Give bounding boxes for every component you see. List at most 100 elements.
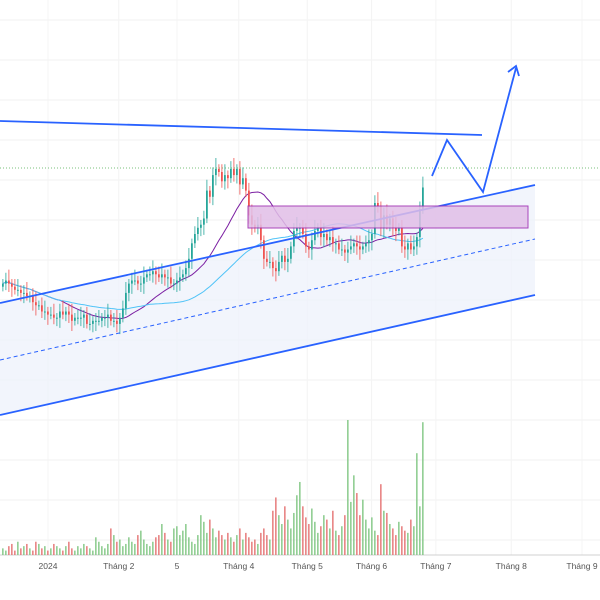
candle-body bbox=[353, 243, 355, 247]
volume-bar bbox=[416, 453, 418, 555]
volume-bar bbox=[77, 546, 79, 555]
candle-body bbox=[65, 311, 67, 315]
candle-body bbox=[308, 246, 310, 250]
volume-bar bbox=[260, 532, 262, 555]
candle-body bbox=[338, 243, 340, 250]
candle-body bbox=[128, 283, 130, 293]
candle-body bbox=[104, 317, 106, 319]
candle-body bbox=[314, 230, 316, 241]
volume-bar bbox=[311, 508, 313, 555]
channel-upper-line bbox=[0, 184, 536, 304]
candle-body bbox=[242, 178, 244, 185]
volume-bar bbox=[305, 517, 307, 555]
channel-lower-line bbox=[0, 294, 536, 416]
volume-bar bbox=[338, 535, 340, 555]
x-tick-label: 5 bbox=[175, 561, 180, 571]
volume-bar bbox=[101, 546, 103, 555]
candle-body bbox=[281, 255, 283, 262]
volume-bar bbox=[32, 550, 34, 555]
candle-body bbox=[404, 246, 406, 250]
volume-bar bbox=[62, 550, 64, 555]
candle-body bbox=[263, 240, 265, 259]
volume-bar bbox=[365, 519, 367, 555]
candle-body bbox=[17, 289, 19, 291]
volume-bar bbox=[236, 535, 238, 555]
candle-body bbox=[269, 261, 271, 263]
candle-body bbox=[158, 274, 160, 278]
candle-body bbox=[332, 237, 334, 244]
candle-body bbox=[188, 258, 190, 269]
volume-bar bbox=[395, 535, 397, 555]
volume-bar bbox=[221, 535, 223, 555]
candle-body bbox=[248, 190, 250, 216]
candle-body bbox=[62, 311, 64, 315]
volume-bar bbox=[248, 537, 250, 555]
volume-bar bbox=[335, 530, 337, 555]
volume-bar bbox=[329, 528, 331, 555]
volume-bar bbox=[176, 526, 178, 555]
volume-bar bbox=[353, 475, 355, 555]
candle-body bbox=[410, 243, 412, 250]
volume-bar bbox=[59, 548, 61, 555]
candle-body bbox=[413, 246, 415, 250]
candle-body bbox=[203, 218, 205, 225]
volume-bar bbox=[53, 543, 55, 555]
candle-body bbox=[173, 283, 175, 285]
volume-bar bbox=[92, 550, 94, 555]
candle-body bbox=[137, 280, 139, 284]
volume-bar bbox=[413, 526, 415, 555]
volume-bar bbox=[209, 519, 211, 555]
candle-body bbox=[41, 305, 43, 312]
volume-bar bbox=[350, 501, 352, 555]
volume-bar bbox=[107, 543, 109, 555]
volume-bar bbox=[128, 537, 130, 555]
volume-bar bbox=[134, 543, 136, 555]
candle-body bbox=[395, 227, 397, 231]
channel-mid-line bbox=[0, 238, 536, 361]
candle-body bbox=[191, 243, 193, 259]
volume-bar bbox=[320, 526, 322, 555]
volume-bar bbox=[197, 535, 199, 555]
volume-bar bbox=[392, 528, 394, 555]
volume-bar bbox=[110, 528, 112, 555]
candle-body bbox=[107, 314, 109, 318]
volume-bar bbox=[386, 512, 388, 555]
candle-body bbox=[98, 320, 100, 322]
candle-body bbox=[20, 289, 22, 293]
candle-body bbox=[326, 234, 328, 241]
volume-bar bbox=[47, 550, 49, 555]
candle-body bbox=[209, 190, 211, 197]
candle-body bbox=[86, 314, 88, 324]
candle-body bbox=[8, 280, 10, 284]
candle-body bbox=[95, 320, 97, 322]
volume-bar bbox=[149, 546, 151, 555]
volume-bar bbox=[140, 530, 142, 555]
candle-body bbox=[197, 227, 199, 234]
candle-body bbox=[218, 168, 220, 172]
candle-body bbox=[356, 243, 358, 247]
candle-body bbox=[143, 277, 145, 284]
volume-bar bbox=[287, 519, 289, 555]
candle-body bbox=[140, 283, 142, 285]
candle-body bbox=[161, 274, 163, 278]
x-tick-label: Tháng 7 bbox=[420, 561, 451, 571]
volume-bar bbox=[293, 512, 295, 555]
candle-body bbox=[74, 317, 76, 321]
volume-bar bbox=[119, 539, 121, 555]
volume-bar bbox=[179, 535, 181, 555]
volume-bar bbox=[104, 548, 106, 555]
volume-bar bbox=[17, 541, 19, 555]
x-tick-label: Tháng 4 bbox=[223, 561, 254, 571]
volume-bar bbox=[29, 548, 31, 555]
supply-zone bbox=[247, 205, 529, 229]
volume-bar bbox=[14, 550, 16, 555]
candle-body bbox=[56, 317, 58, 319]
volume-bar bbox=[341, 526, 343, 555]
ma-short-line bbox=[2, 191, 424, 320]
candle-body bbox=[215, 168, 217, 176]
volume-bar bbox=[299, 481, 301, 555]
volume-bar bbox=[326, 519, 328, 555]
candle-body bbox=[38, 305, 40, 307]
candle-body bbox=[359, 246, 361, 250]
candle-body bbox=[5, 280, 7, 284]
